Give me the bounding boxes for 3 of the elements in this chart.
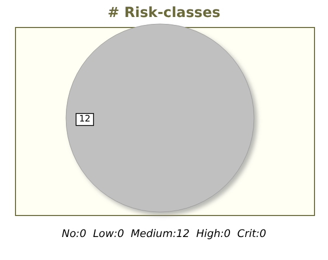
chart-title: # Risk-classes: [108, 5, 220, 21]
data-label: 12: [79, 114, 91, 124]
text: No:0 Low:0 Medium:12 High:0 Crit:0: [62, 228, 267, 240]
